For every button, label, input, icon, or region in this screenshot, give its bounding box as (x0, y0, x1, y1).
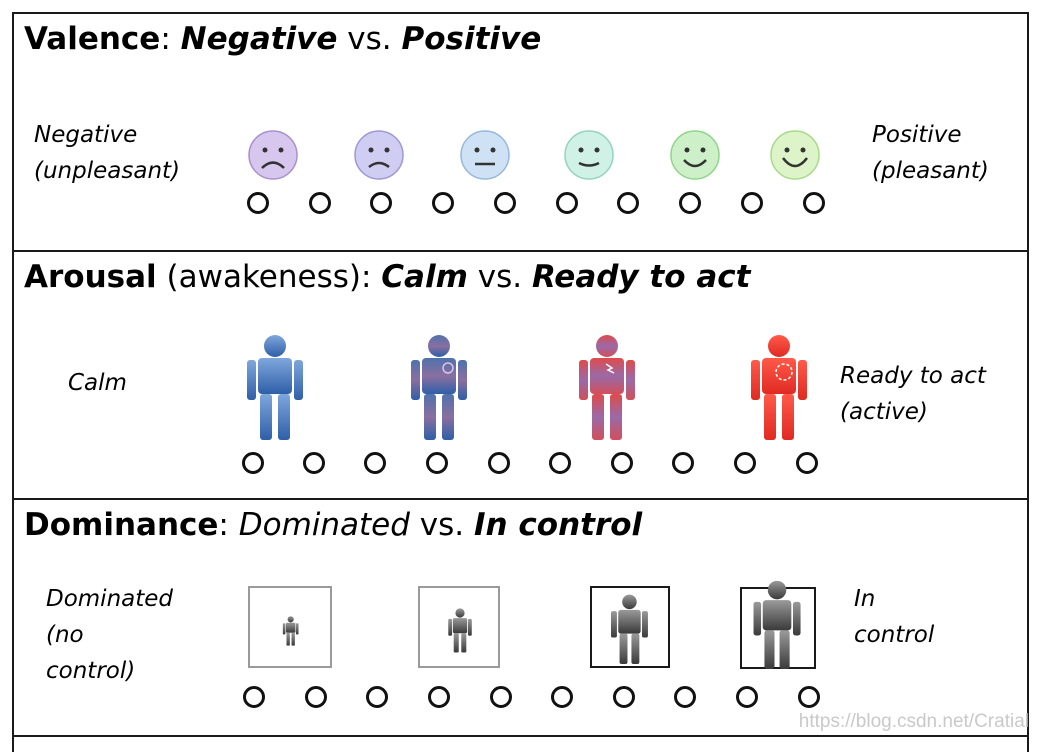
slight-smile-face-icon (564, 130, 614, 180)
valence-radio[interactable] (617, 192, 639, 214)
arousal-radio[interactable] (734, 452, 756, 474)
smile-face-icon (770, 130, 820, 180)
arousal-radio[interactable] (672, 452, 694, 474)
valence-radio[interactable] (432, 192, 454, 214)
arousal-radio[interactable] (488, 452, 510, 474)
dominance-radio[interactable] (674, 686, 696, 708)
dominance-radio[interactable] (798, 686, 820, 708)
dominance-radio[interactable] (366, 686, 388, 708)
valence-radio[interactable] (370, 192, 392, 214)
calm-figure-icon (247, 335, 303, 440)
valence-radio[interactable] (494, 192, 516, 214)
aroused-figure-icon (579, 335, 635, 440)
dominance-radio[interactable] (305, 686, 327, 708)
arousal-left-label: Calm (68, 370, 127, 396)
tiny-figure-icon (248, 586, 332, 668)
section-divider (14, 735, 1027, 737)
valence-radio[interactable] (247, 192, 269, 214)
dominance-radio[interactable] (428, 686, 450, 708)
dominance-radio[interactable] (736, 686, 758, 708)
dominance-right-label: In control (854, 586, 935, 648)
section-divider (14, 498, 1027, 500)
active-figure-icon (751, 335, 807, 440)
frown-face-icon (248, 130, 298, 180)
neutral-face-icon (460, 130, 510, 180)
dominance-radio[interactable] (551, 686, 573, 708)
valence-heading: Valence: Negative vs. Positive (24, 21, 542, 57)
valence-radio[interactable] (741, 192, 763, 214)
arousal-heading: Arousal (awakeness): Calm vs. Ready to a… (24, 259, 751, 295)
dominance-radio[interactable] (613, 686, 635, 708)
arousal-radio[interactable] (796, 452, 818, 474)
smile-face-icon (670, 130, 720, 180)
scale-frame (12, 12, 1029, 752)
arousal-radio[interactable] (303, 452, 325, 474)
frown-face-icon (354, 130, 404, 180)
arousal-radio[interactable] (611, 452, 633, 474)
valence-radio[interactable] (803, 192, 825, 214)
valence-radio[interactable] (679, 192, 701, 214)
dominance-radio[interactable] (243, 686, 265, 708)
valence-radio[interactable] (309, 192, 331, 214)
mild-arousal-figure-icon (411, 335, 467, 440)
large-figure-icon (740, 580, 816, 670)
valence-left-label: Negative (unpleasant) (34, 122, 181, 184)
dominance-heading: Dominance: Dominated vs. In control (24, 507, 643, 543)
dominance-left-label: Dominated (no control) (46, 586, 174, 684)
arousal-right-label: Ready to act (active) (840, 363, 986, 425)
arousal-radio[interactable] (364, 452, 386, 474)
valence-right-label: Positive (pleasant) (872, 122, 989, 184)
arousal-radio[interactable] (242, 452, 264, 474)
small-figure-icon (418, 586, 500, 668)
watermark-text: https://blog.csdn.net/Cratial (798, 711, 1029, 732)
medium-figure-icon (590, 586, 670, 668)
dominance-radio[interactable] (490, 686, 512, 708)
arousal-radio[interactable] (549, 452, 571, 474)
section-divider (14, 250, 1027, 252)
valence-radio[interactable] (556, 192, 578, 214)
arousal-radio[interactable] (426, 452, 448, 474)
